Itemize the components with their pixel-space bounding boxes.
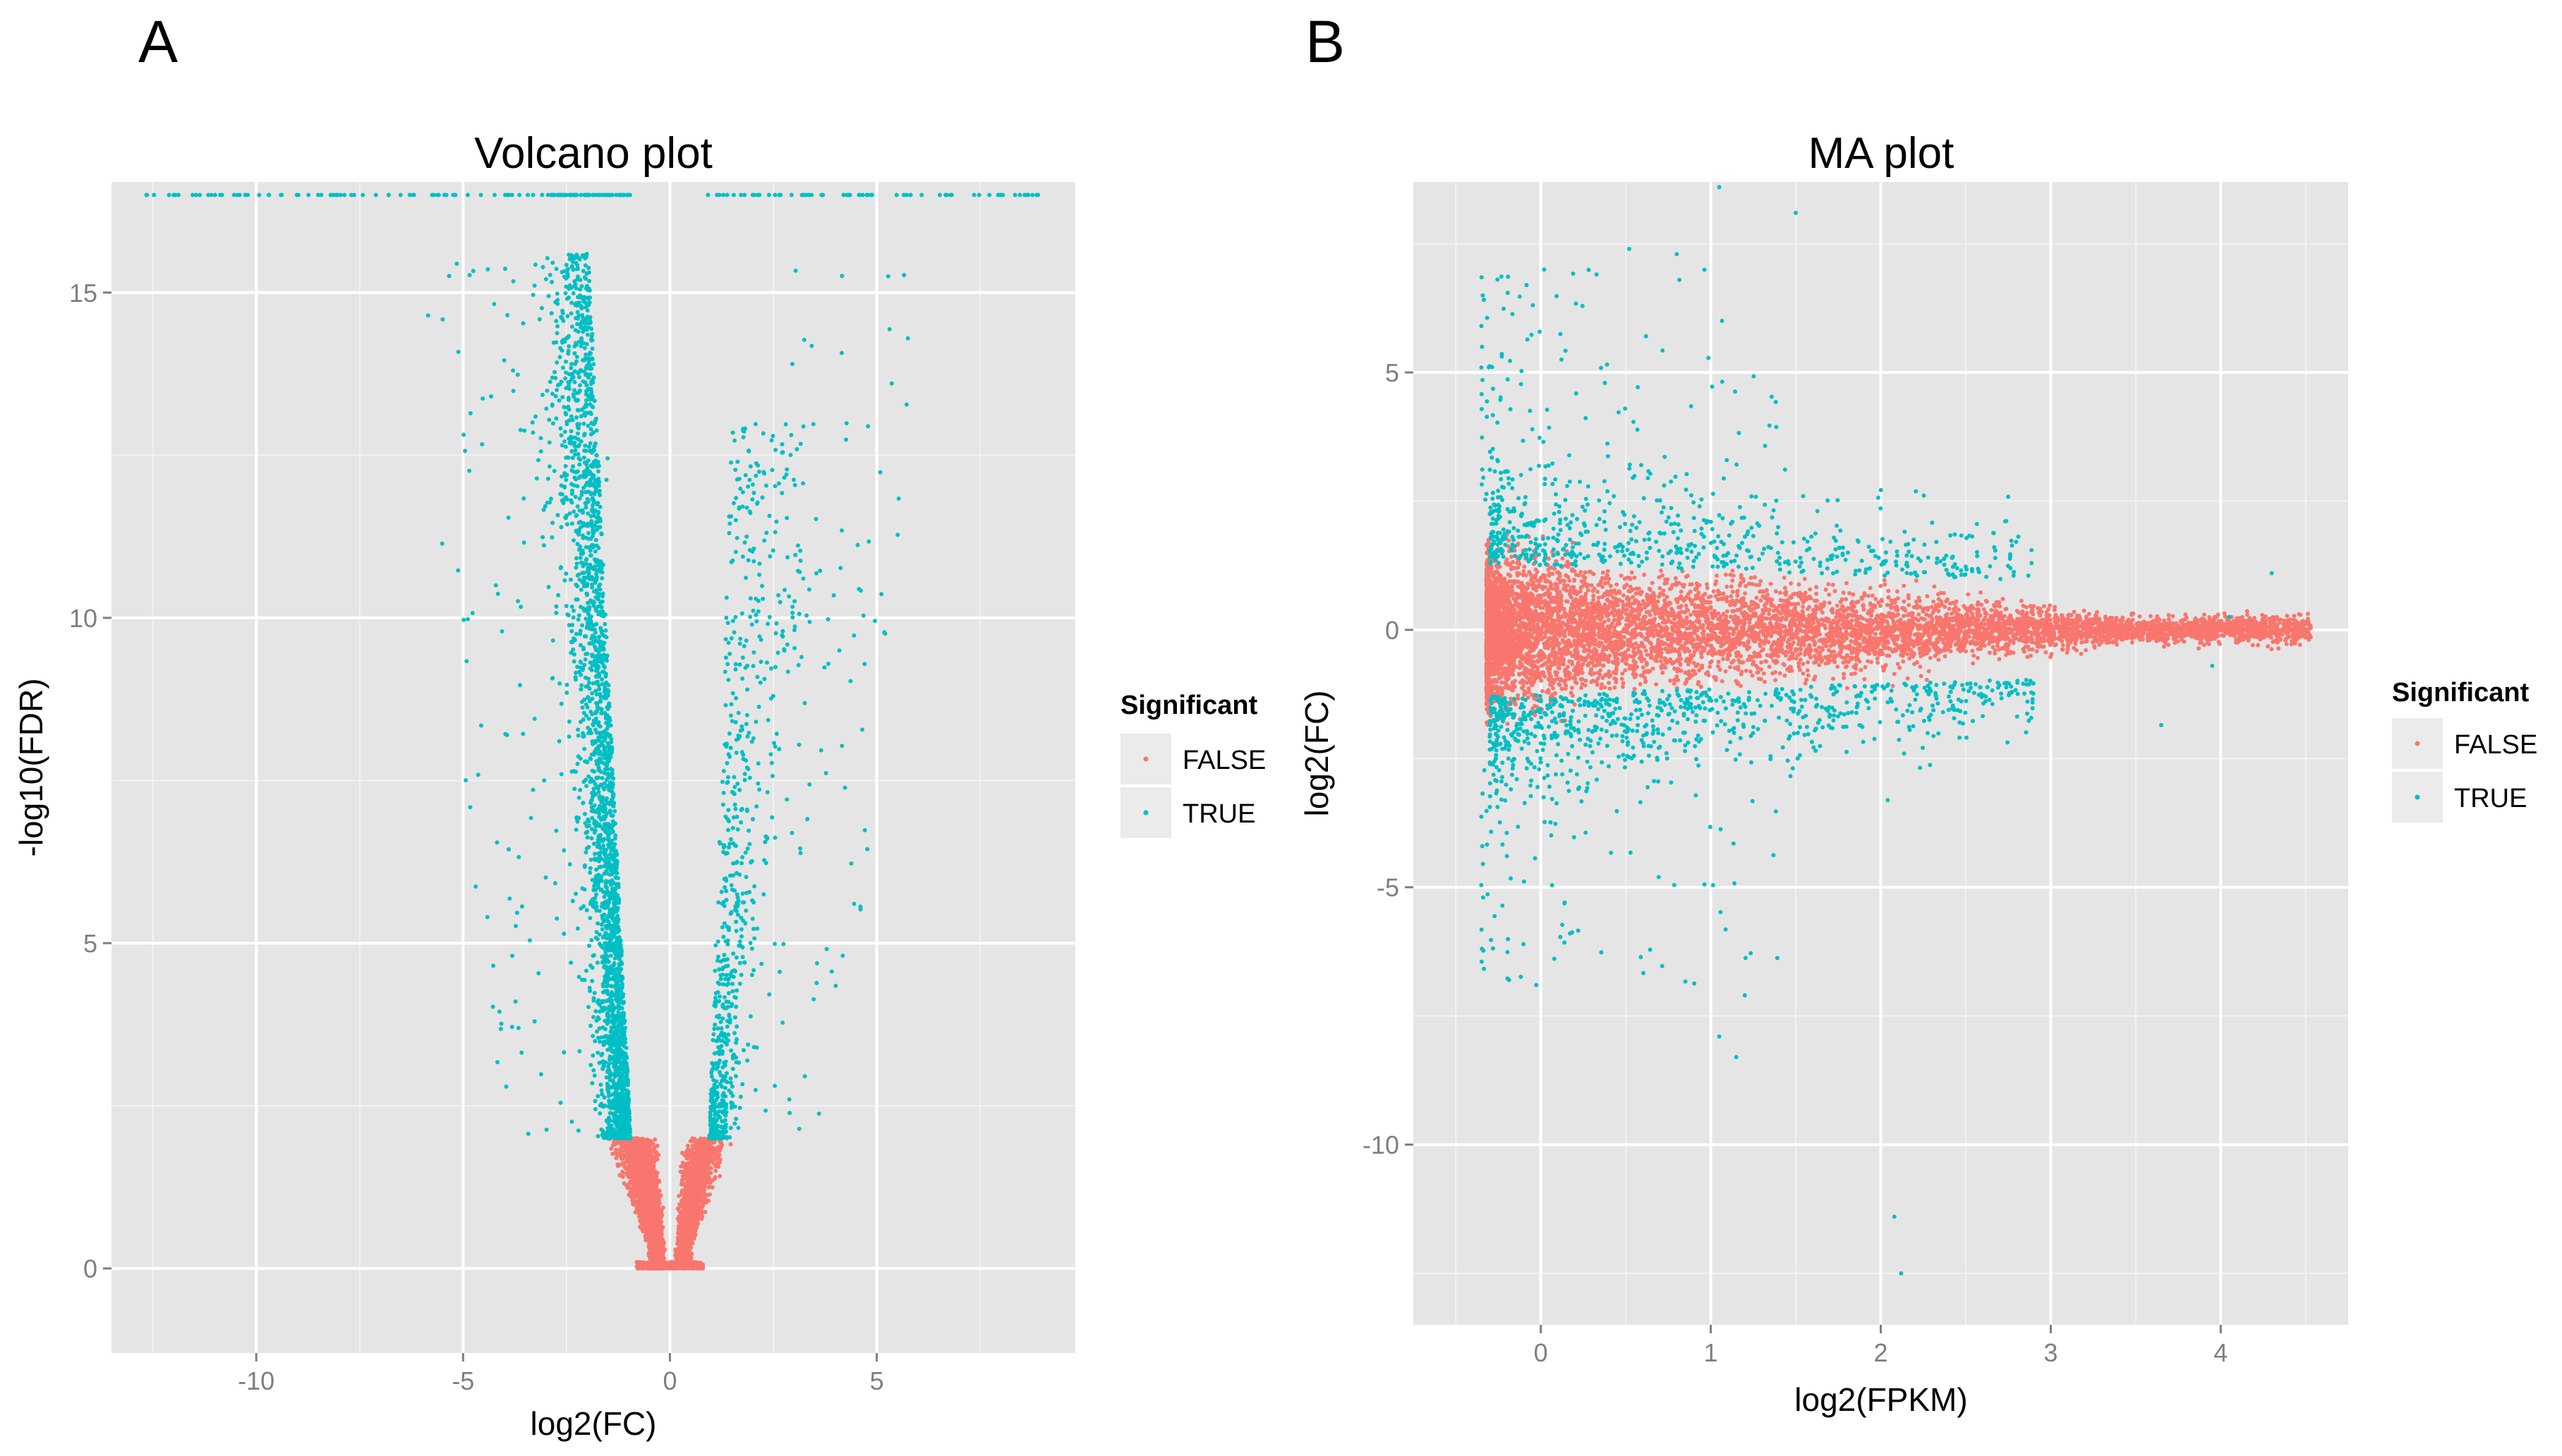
volcano-title: Volcano plot	[474, 129, 713, 178]
volcano-point-false	[626, 1158, 630, 1163]
volcano-point-false	[712, 1177, 717, 1182]
volcano-point-false	[679, 1181, 684, 1185]
volcano-point-false	[633, 1210, 638, 1215]
volcano-point-false	[690, 1136, 695, 1141]
volcano-point-false	[701, 1141, 706, 1146]
volcano-point-false	[658, 1215, 663, 1220]
volcano-point-false	[703, 1200, 708, 1205]
volcano-point-false	[677, 1194, 682, 1199]
volcano-point-false	[684, 1193, 689, 1198]
volcano-point-false	[707, 1155, 712, 1160]
volcano-point-false	[631, 1181, 636, 1186]
volcano-point-false	[694, 1181, 699, 1186]
volcano-point-false	[679, 1191, 684, 1196]
volcano-point-false	[689, 1176, 694, 1181]
volcano-point-false	[632, 1169, 636, 1174]
volcano-point-false	[699, 1216, 704, 1221]
volcano-point-false	[615, 1162, 620, 1167]
volcano-point-false	[627, 1163, 632, 1167]
volcano-point-false	[728, 1142, 733, 1147]
volcano-point-false	[706, 1162, 711, 1167]
volcano-point-false	[629, 1155, 634, 1160]
volcano-point-false	[620, 1148, 624, 1153]
volcano-point-false	[653, 1137, 658, 1142]
volcano-point-false	[682, 1211, 687, 1216]
volcano-point-false	[652, 1148, 657, 1153]
volcano-point-false	[609, 1146, 614, 1151]
volcano-point-false	[716, 1164, 721, 1169]
volcano-point-false	[651, 1170, 655, 1175]
volcano-point-false	[718, 1140, 723, 1145]
volcano-point-false	[683, 1169, 688, 1174]
volcano-point-false	[707, 1192, 712, 1197]
volcano-point-false	[710, 1148, 715, 1153]
volcano-point-false	[695, 1204, 700, 1209]
volcano-point-false	[655, 1207, 659, 1212]
volcano-point-false	[697, 1143, 702, 1147]
volcano-point-false	[685, 1143, 690, 1148]
volcano-point-false	[653, 1184, 658, 1189]
volcano-major-gridlines	[111, 182, 1075, 1353]
volcano-point-false	[717, 1148, 722, 1153]
volcano-point-false	[713, 1168, 718, 1173]
volcano-point-false	[698, 1199, 703, 1204]
volcano-point-false	[689, 1148, 694, 1153]
panel-label-a: A	[138, 8, 178, 75]
volcano-point-false	[614, 1155, 619, 1160]
volcano-point-false	[716, 1155, 720, 1160]
volcano-point-false	[706, 1185, 711, 1190]
volcano-point-false	[679, 1216, 684, 1221]
volcano-point-false	[685, 1156, 690, 1161]
volcano-point-false	[620, 1175, 625, 1179]
volcano-point-false	[694, 1215, 699, 1220]
volcano-point-false	[703, 1159, 708, 1164]
volcano-point-false	[718, 1174, 723, 1179]
volcano-point-false	[620, 1170, 625, 1175]
volcano-point-false	[625, 1186, 630, 1191]
volcano-point-false	[634, 1142, 639, 1147]
volcano-point-false	[634, 1138, 639, 1142]
volcano-point-false	[614, 1151, 619, 1155]
volcano-point-false	[653, 1191, 658, 1196]
volcano-point-false	[638, 1225, 643, 1230]
volcano-point-false	[657, 1201, 662, 1206]
volcano-point-false	[616, 1141, 621, 1146]
volcano-point-false	[648, 1158, 653, 1163]
volcano-point-false	[703, 1210, 708, 1215]
